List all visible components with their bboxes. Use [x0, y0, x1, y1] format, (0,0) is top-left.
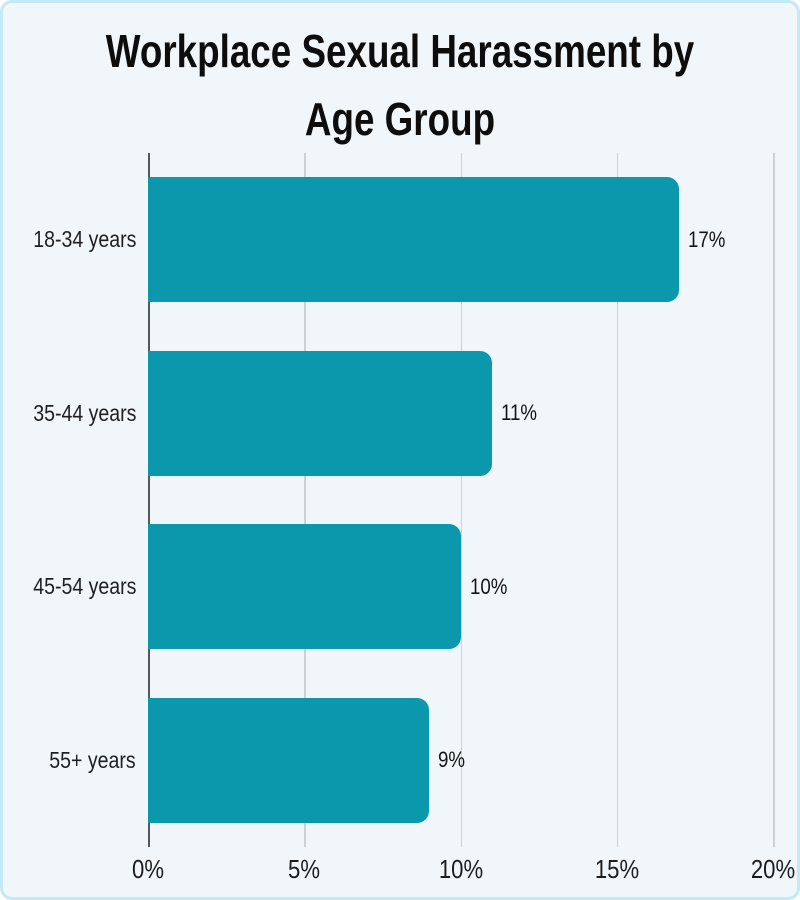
y-axis-line	[148, 153, 150, 847]
x-tick-label: 20%	[750, 854, 796, 884]
gridline	[460, 153, 462, 847]
x-tick-label: 5%	[288, 854, 321, 884]
category-label: 18-34 years	[32, 226, 136, 253]
bar	[148, 697, 430, 823]
gridline	[616, 153, 619, 847]
bar-value-label: 10%	[469, 573, 507, 599]
bar-row: 17%	[148, 153, 797, 327]
bar-row: 11%	[148, 327, 797, 501]
bar-chart: 18-34 years 35-44 years 45-54 years 55+ …	[3, 153, 797, 847]
bar-row: 10%	[148, 500, 797, 674]
x-tick-label: 0%	[132, 854, 164, 884]
bar-value-label: 17%	[688, 226, 726, 252]
bar-row: 9%	[148, 674, 797, 848]
bar-value-label: 9%	[438, 747, 466, 773]
plot-area: 17% 11% 10% 9%	[148, 153, 797, 847]
chart-title: Workplace Sexual Harassment by Age Group	[82, 17, 717, 153]
bar	[148, 177, 680, 303]
x-tick-label: 15%	[594, 854, 639, 884]
category-label: 55+ years	[49, 746, 136, 773]
x-tick-label: 10%	[438, 854, 483, 884]
bar	[148, 350, 492, 476]
gridline	[773, 153, 775, 847]
chart-title-line-2: Age Group	[304, 93, 496, 145]
category-label: 35-44 years	[32, 399, 136, 426]
bar	[148, 524, 461, 650]
gridline	[304, 153, 306, 847]
chart-title-line-1: Workplace Sexual Harassment by	[105, 25, 695, 77]
category-axis: 18-34 years 35-44 years 45-54 years 55+ …	[3, 153, 148, 847]
x-axis: 0% 5% 10% 15% 20%	[132, 847, 797, 895]
bar-value-label: 11%	[500, 400, 537, 426]
category-label: 45-54 years	[32, 573, 136, 600]
